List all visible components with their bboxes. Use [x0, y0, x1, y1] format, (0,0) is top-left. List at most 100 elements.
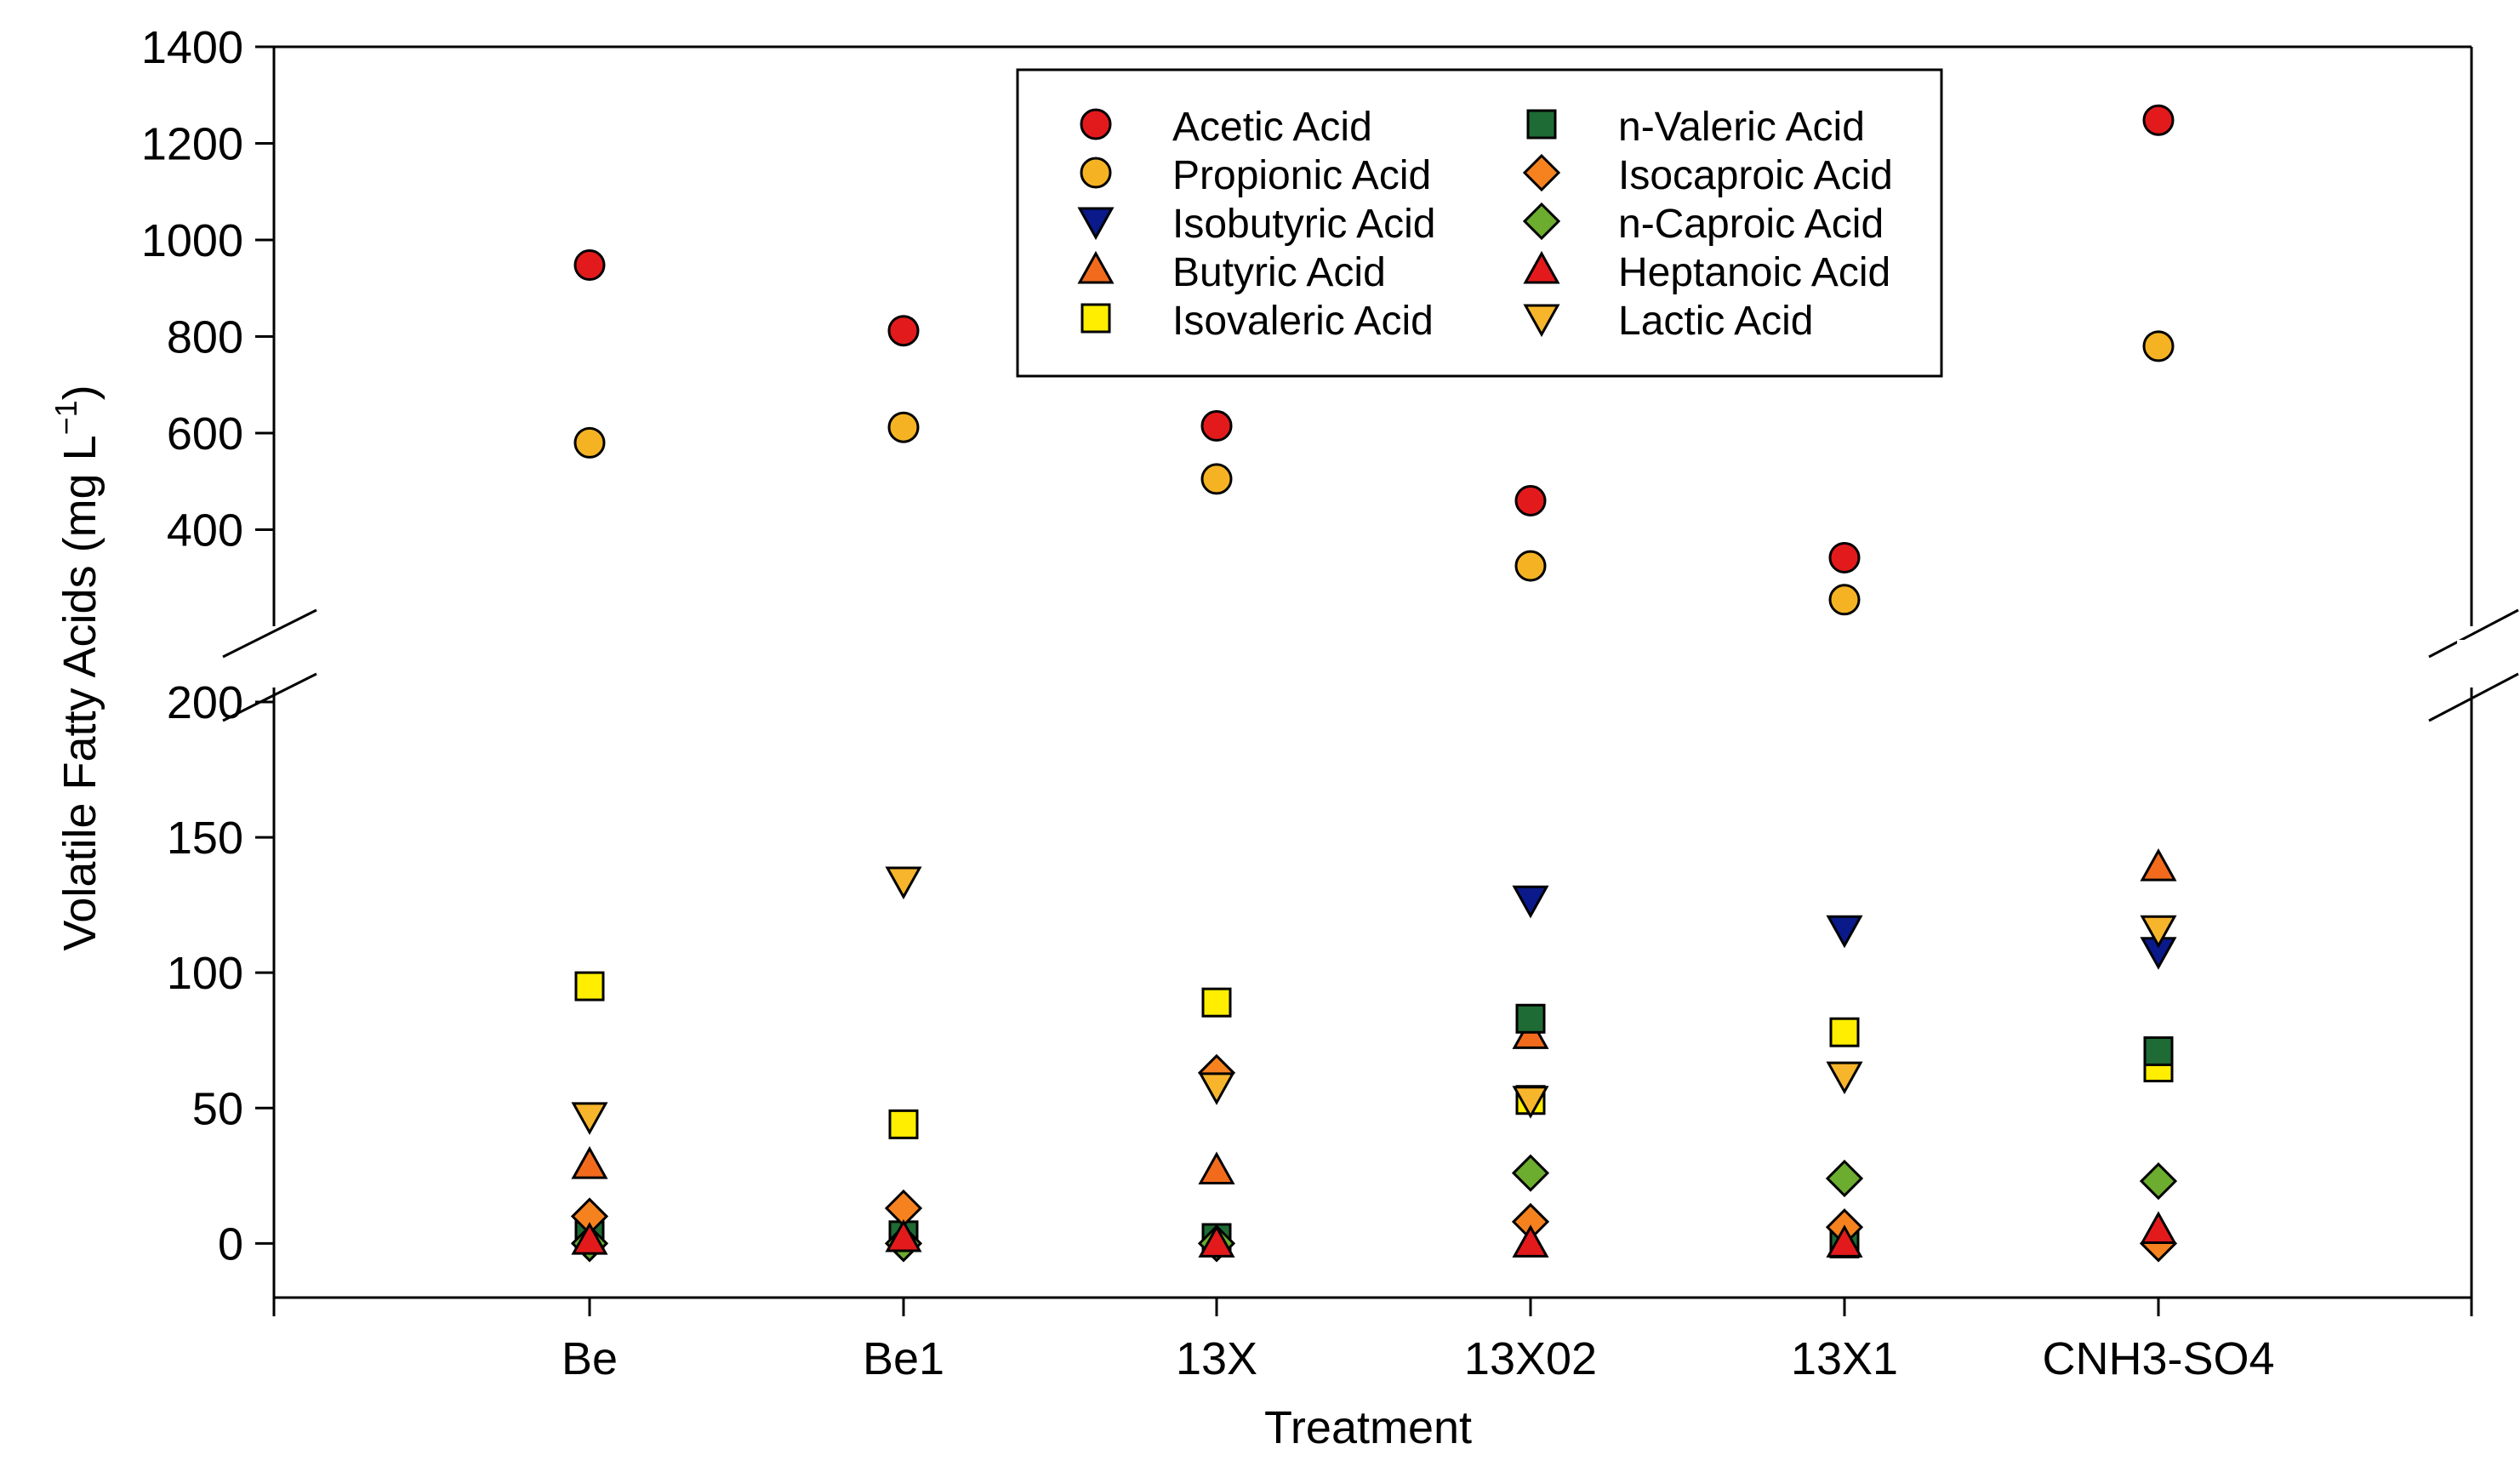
data-point	[1514, 550, 1547, 582]
axis-break-gap-left	[259, 640, 288, 674]
legend-label: Propionic Acid	[1172, 153, 1431, 198]
y-tick-label: 400	[167, 505, 243, 556]
legend-label: n-Caproic Acid	[1618, 202, 1884, 247]
data-point	[1514, 484, 1547, 516]
y-tick-label: 1000	[141, 215, 243, 266]
legend-marker	[1523, 304, 1560, 338]
data-point	[888, 1109, 919, 1139]
legend-label: Isovaleric Acid	[1172, 299, 1434, 344]
series-isovaleric-acid	[574, 971, 2174, 1139]
data-point	[885, 866, 922, 900]
legend-marker	[1526, 109, 1557, 140]
x-axis: Be Be1 13X 13X02 13X1 CNH3-SO4	[272, 1298, 2473, 1384]
data-point	[1825, 1159, 1864, 1198]
data-point	[1201, 987, 1232, 1018]
y-tick-label: 1400	[141, 22, 243, 73]
data-point	[1829, 1017, 1860, 1047]
data-point	[2140, 1211, 2177, 1244]
legend-item: Propionic Acid	[1080, 153, 1431, 198]
y-tick-label: 200	[167, 677, 243, 728]
data-point	[1512, 1224, 1549, 1258]
data-point	[887, 315, 920, 347]
y-tick-label: 800	[167, 312, 243, 363]
x-tick-label: Be	[562, 1333, 618, 1384]
legend-item: n-Valeric Acid	[1526, 105, 1865, 150]
series-isocaproic-acid	[570, 1053, 2178, 1263]
x-tick-label: 13X02	[1464, 1333, 1597, 1384]
y-tick-label: 1200	[141, 119, 243, 170]
data-point	[2140, 915, 2177, 949]
data-point	[574, 971, 605, 1001]
axis-break-mark	[222, 672, 317, 722]
y-tick-label: 0	[218, 1218, 243, 1269]
data-point	[1200, 463, 1233, 495]
data-point	[1828, 541, 1861, 573]
legend-marker	[1080, 108, 1112, 140]
data-point	[571, 1102, 608, 1135]
legend-item: Isovaleric Acid	[1080, 299, 1434, 344]
legend-item: Heptanoic Acid	[1523, 250, 1890, 295]
legend-item: Butyric Acid	[1077, 250, 1386, 295]
data-point	[887, 411, 920, 443]
data-point	[1826, 915, 1863, 949]
y-tick-label: 50	[192, 1083, 243, 1134]
legend-item: Lactic Acid	[1523, 299, 1813, 344]
y-axis-title-superscript: −1	[48, 400, 83, 435]
data-point	[1198, 1151, 1235, 1184]
data-point	[1511, 1154, 1550, 1192]
legend-label: Heptanoic Acid	[1618, 250, 1890, 295]
legend-label: Butyric Acid	[1172, 250, 1386, 295]
legend-marker	[1080, 303, 1111, 334]
legend-marker	[1522, 202, 1561, 241]
data-point	[2142, 330, 2175, 362]
series-n-valeric-acid	[574, 1003, 2174, 1258]
data-point	[1826, 1224, 1863, 1258]
data-point	[2140, 848, 2177, 881]
data-point	[1198, 1072, 1235, 1105]
data-point	[573, 249, 606, 282]
data-point	[1828, 584, 1861, 616]
data-point	[885, 1218, 922, 1252]
legend-label: Acetic Acid	[1172, 105, 1372, 150]
legend-marker	[1522, 153, 1561, 192]
y-axis-title-close: )	[54, 385, 105, 400]
x-axis-title: Treatment	[1264, 1402, 1472, 1453]
legend-label: n-Valeric Acid	[1618, 105, 1865, 150]
legend-marker	[1077, 207, 1115, 241]
series-heptanoic-acid	[571, 1211, 2177, 1258]
x-tick-label: Be1	[863, 1333, 944, 1384]
legend-item: Acetic Acid	[1080, 105, 1372, 150]
x-tick-label: 13X1	[1791, 1333, 1898, 1384]
data-point	[1198, 1224, 1235, 1258]
legend-marker	[1077, 250, 1115, 284]
legend-label: Isocaproic Acid	[1618, 153, 1893, 198]
data-points	[570, 104, 2178, 1263]
legend-marker	[1523, 250, 1560, 284]
y-tick-label: 600	[167, 408, 243, 459]
series-butyric-acid	[571, 848, 2177, 1184]
data-point	[2142, 104, 2175, 136]
axis-break-gap-right	[2457, 640, 2486, 674]
data-point	[571, 1146, 608, 1179]
legend-item: n-Caproic Acid	[1522, 202, 1884, 247]
axis-break-mark	[2428, 608, 2519, 659]
series-lactic-acid	[571, 866, 2177, 1135]
legend-label: Isobutyric Acid	[1172, 202, 1435, 247]
data-point	[1515, 1003, 1546, 1034]
data-point	[1826, 1061, 1863, 1095]
legend-item: Isocaproic Acid	[1522, 153, 1893, 198]
y-tick-label: 100	[167, 948, 243, 999]
legend-item: Isobutyric Acid	[1077, 202, 1435, 247]
legend-box	[1016, 68, 1943, 378]
series-isobutyric-acid	[1512, 885, 2177, 970]
series-n-caproic-acid	[570, 1154, 2178, 1263]
data-point	[1512, 885, 1549, 919]
series-propionic-acid	[573, 330, 2175, 616]
data-point	[1512, 1086, 1549, 1119]
y-axis-title: Volatile Fatty Acids (mg L−1)	[48, 385, 105, 950]
series-acetic-acid	[573, 104, 2175, 573]
y-tick-label: 150	[167, 813, 243, 864]
x-tick-label: 13X	[1176, 1333, 1257, 1384]
